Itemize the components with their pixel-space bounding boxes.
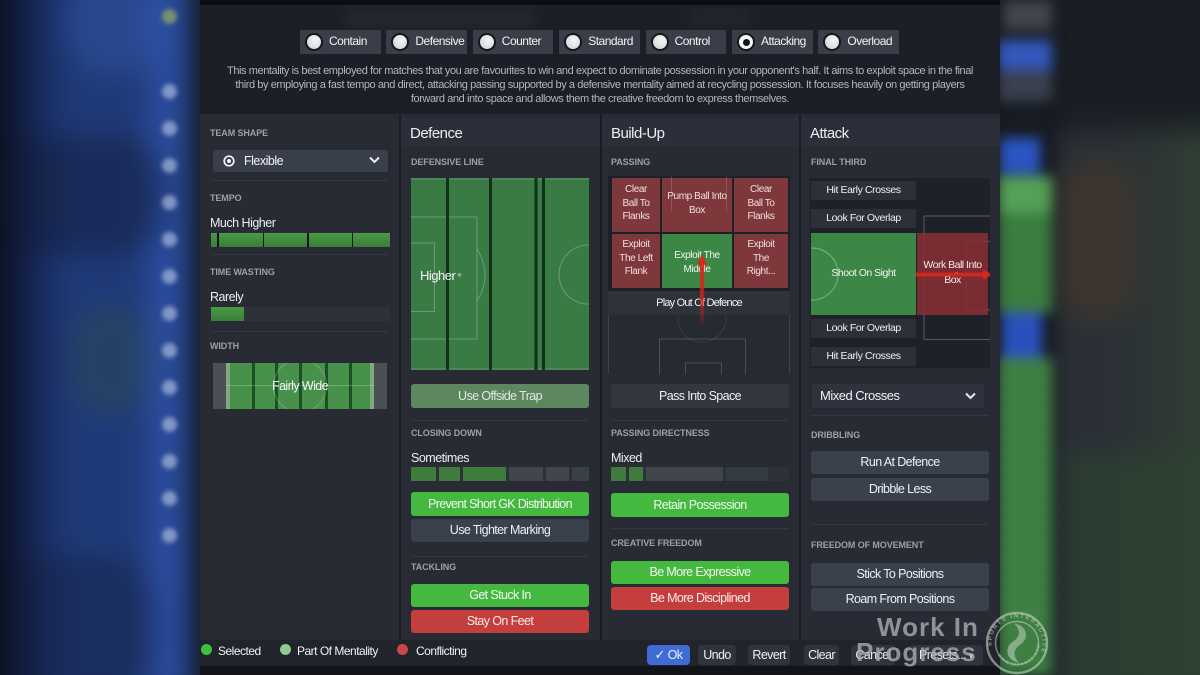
svg-text:WWW.SIGAMES.COM: WWW.SIGAMES.COM (997, 643, 1041, 667)
